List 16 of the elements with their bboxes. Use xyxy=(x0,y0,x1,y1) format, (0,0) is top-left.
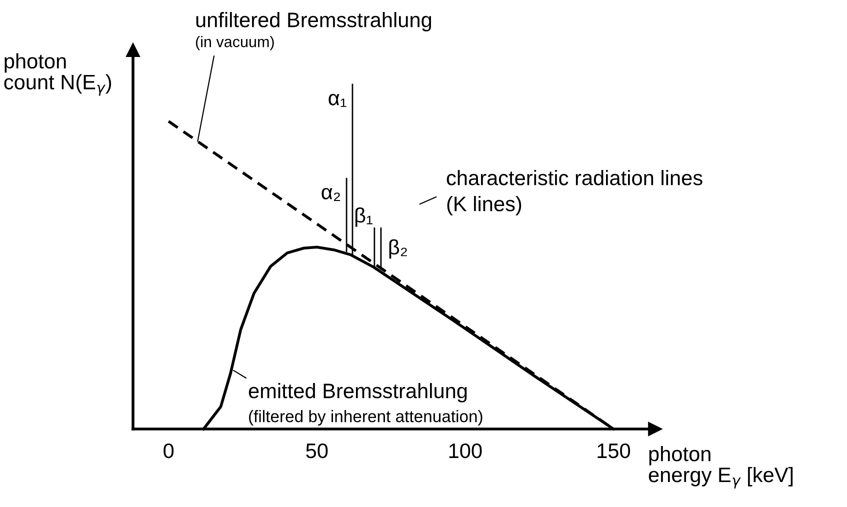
annotation: emitted Bremsstrahlung xyxy=(248,383,467,402)
text: (in vacuum) xyxy=(196,36,274,50)
x-tick-label: 50 xyxy=(306,443,328,458)
annotation: (K lines) xyxy=(447,196,522,216)
x-tick-label: 150 xyxy=(598,443,630,458)
x-tick-label: 100 xyxy=(449,443,482,458)
annotation: characteristic radiation lines xyxy=(446,170,702,186)
series-label: β₁ xyxy=(355,207,372,227)
series-label: α₁ xyxy=(328,94,346,107)
series-label: β₂ xyxy=(389,239,407,259)
y-axis-title: photon count N(E$_{γ}$) xyxy=(4,53,112,96)
annotation: (filtered by inherent attenuation) xyxy=(249,410,482,426)
series-label: α₂ xyxy=(322,188,340,201)
x-tick-label: 0 xyxy=(164,443,174,458)
x-axis-title: photon energy E$_{γ}$ [keV] xyxy=(648,446,793,488)
annotation: unfiltered Bremsstrahlung xyxy=(196,12,432,32)
